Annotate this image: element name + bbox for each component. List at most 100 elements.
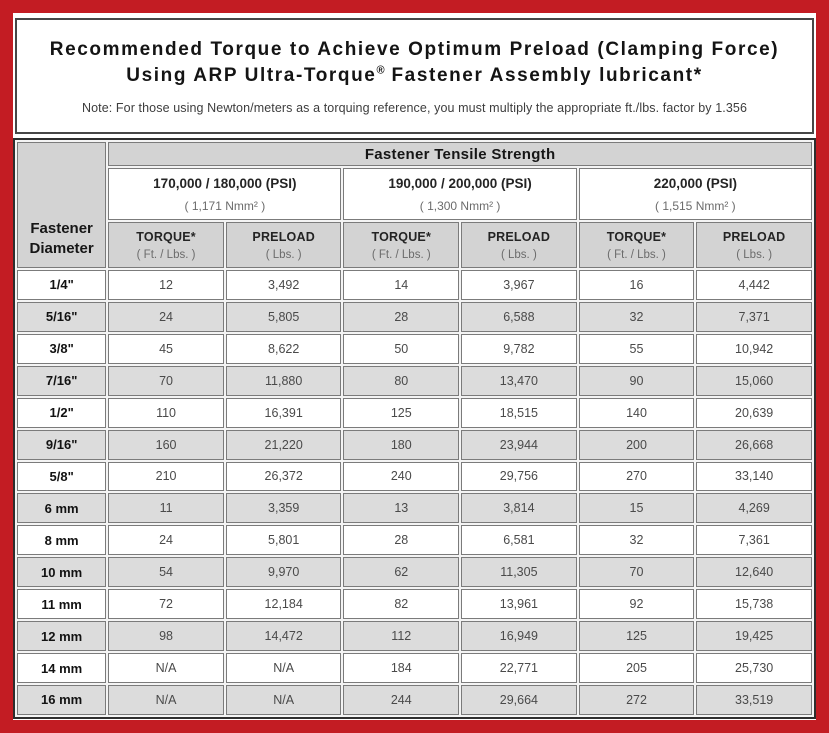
torque-column-header: TORQUE* ( Ft. / Lbs. ) (578, 222, 695, 268)
preload-value-cell: 11,880 (225, 365, 342, 396)
table-row: 6 mm 11 3,359 13 3,814 15 4,269 (17, 493, 812, 524)
fastener-diameter-cell: 7/16" (17, 365, 107, 396)
registered-trademark-symbol: ® (376, 64, 385, 77)
torque-value-cell: 62 (343, 557, 460, 588)
preload-value-cell: 16,949 (461, 621, 577, 652)
preload-value-cell: 15,738 (696, 589, 812, 620)
table-row: 10 mm 54 9,970 62 11,305 70 12,640 (17, 557, 812, 588)
torque-value-cell: 210 (108, 461, 224, 492)
table-row: 1/2" 110 16,391 125 18,515 140 20,639 (17, 397, 812, 428)
torque-value-cell: 13 (343, 493, 460, 524)
table-body: 1/4" 12 3,492 14 3,967 16 4,442 5/16" 24 5,805 28 6… (17, 270, 812, 715)
page-title-line2: Using ARP Ultra-Torque® Fastener Assembl… (126, 63, 702, 89)
fastener-diameter-cell: 14 mm (17, 653, 107, 683)
fastener-diameter-cell: 1/2" (17, 397, 107, 428)
preload-value-cell: 26,372 (225, 461, 342, 492)
torque-value-cell: 24 (108, 301, 224, 332)
fastener-diameter-cell: 11 mm (17, 589, 107, 620)
content-area: Recommended Torque to Achieve Optimum Pr… (13, 13, 816, 720)
torque-value-cell: 240 (343, 461, 460, 492)
torque-value-cell: 54 (108, 557, 224, 588)
torque-value-cell: 15 (578, 493, 695, 524)
column-header-row: TORQUE* ( Ft. / Lbs. ) PRELOAD ( Lbs. ) … (17, 222, 812, 268)
torque-value-cell: 110 (108, 397, 224, 428)
torque-column-header: TORQUE* ( Ft. / Lbs. ) (343, 222, 460, 268)
fastener-diameter-cell: 5/16" (17, 301, 107, 332)
preload-value-cell: N/A (225, 684, 342, 715)
preload-value-cell: 3,359 (225, 493, 342, 524)
preload-value-cell: 7,371 (696, 301, 812, 332)
fastener-diameter-cell: 12 mm (17, 621, 107, 652)
preload-column-header: PRELOAD ( Lbs. ) (696, 222, 812, 268)
fastener-diameter-cell: 9/16" (17, 429, 107, 460)
preload-unit-label: ( Lbs. ) (736, 248, 773, 261)
psi-group-3: 220,000 (PSI) ( 1,515 Nmm² ) (578, 168, 812, 220)
table-row: 8 mm 24 5,801 28 6,581 32 7,361 (17, 525, 812, 556)
preload-value-cell: 33,140 (696, 461, 812, 492)
preload-unit-label: ( Lbs. ) (265, 248, 302, 261)
preload-column-header: PRELOAD ( Lbs. ) (461, 222, 577, 268)
torque-label: TORQUE* (606, 229, 667, 244)
table-row: 9/16" 160 21,220 180 23,944 200 26,668 (17, 429, 812, 460)
fastener-diameter-cell: 8 mm (17, 525, 107, 556)
preload-value-cell: 26,668 (696, 429, 812, 460)
preload-value-cell: 12,184 (225, 589, 342, 620)
table-row: 5/16" 24 5,805 28 6,588 32 7,371 (17, 301, 812, 332)
table-row: 11 mm 72 12,184 82 13,961 92 15,738 (17, 589, 812, 620)
psi-group-2: 190,000 / 200,000 (PSI) ( 1,300 Nmm² ) (343, 168, 577, 220)
torque-value-cell: 184 (343, 653, 460, 683)
psi-group-2-nmm: ( 1,300 Nmm² ) (419, 198, 501, 213)
preload-value-cell: N/A (225, 653, 342, 683)
torque-value-cell: 70 (108, 365, 224, 396)
preload-label: PRELOAD (722, 229, 786, 244)
preload-value-cell: 3,814 (461, 493, 577, 524)
torque-value-cell: 272 (578, 684, 695, 715)
torque-label: TORQUE* (136, 229, 196, 244)
psi-group-1: 170,000 / 180,000 (PSI) ( 1,171 Nmm² ) (108, 168, 342, 220)
torque-value-cell: 98 (108, 621, 224, 652)
preload-value-cell: 25,730 (696, 653, 812, 683)
torque-value-cell: 14 (343, 270, 460, 300)
preload-value-cell: 18,515 (461, 397, 577, 428)
preload-value-cell: 7,361 (696, 525, 812, 556)
preload-value-cell: 5,801 (225, 525, 342, 556)
torque-table: Fastener Diameter Fastener Tensile Stren… (13, 138, 816, 719)
preload-value-cell: 3,492 (225, 270, 342, 300)
torque-value-cell: 180 (343, 429, 460, 460)
preload-value-cell: 23,944 (461, 429, 577, 460)
preload-label: PRELOAD (487, 229, 551, 244)
torque-value-cell: 12 (108, 270, 224, 300)
preload-column-header: PRELOAD ( Lbs. ) (225, 222, 342, 268)
torque-value-cell: 125 (578, 621, 695, 652)
preload-value-cell: 13,961 (461, 589, 577, 620)
torque-value-cell: 90 (578, 365, 695, 396)
psi-group-1-nmm: ( 1,171 Nmm² ) (184, 198, 266, 213)
preload-value-cell: 13,470 (461, 365, 577, 396)
psi-group-3-label: 220,000 (PSI) (653, 175, 737, 191)
torque-value-cell: 244 (343, 684, 460, 715)
preload-value-cell: 29,756 (461, 461, 577, 492)
torque-value-cell: 11 (108, 493, 224, 524)
psi-group-2-label: 190,000 / 200,000 (PSI) (388, 175, 532, 191)
fastener-diameter-header: Fastener Diameter (17, 142, 107, 268)
torque-value-cell: 16 (578, 270, 695, 300)
torque-value-cell: 45 (108, 333, 224, 364)
torque-value-cell: 80 (343, 365, 460, 396)
preload-value-cell: 3,967 (461, 270, 577, 300)
preload-value-cell: 5,805 (225, 301, 342, 332)
title-panel: Recommended Torque to Achieve Optimum Pr… (15, 18, 814, 134)
tensile-strength-row: Fastener Diameter Fastener Tensile Stren… (17, 142, 812, 268)
preload-label: PRELOAD (252, 229, 315, 244)
preload-value-cell: 22,771 (461, 653, 577, 683)
torque-value-cell: 112 (343, 621, 460, 652)
torque-value-cell: 55 (578, 333, 695, 364)
preload-value-cell: 29,664 (461, 684, 577, 715)
psi-group-3-nmm: ( 1,515 Nmm² ) (655, 198, 736, 213)
torque-value-cell: 270 (578, 461, 695, 492)
fastener-diameter-cell: 16 mm (17, 684, 107, 715)
fastener-diameter-cell: 3/8" (17, 333, 107, 364)
fastener-diameter-cell: 1/4" (17, 270, 107, 300)
preload-value-cell: 12,640 (696, 557, 812, 588)
torque-value-cell: N/A (108, 684, 224, 715)
preload-value-cell: 4,269 (696, 493, 812, 524)
